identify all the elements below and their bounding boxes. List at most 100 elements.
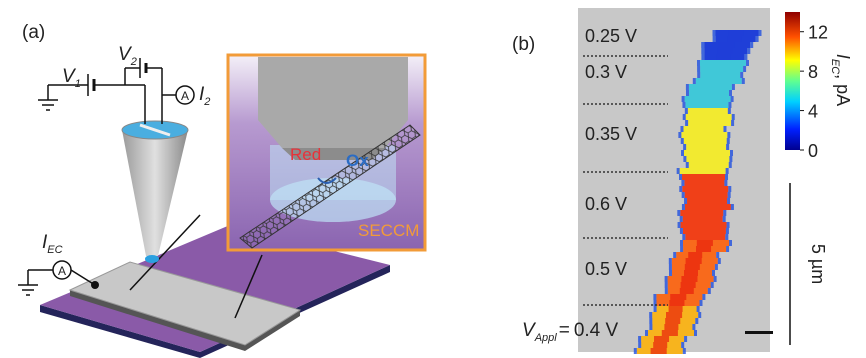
map-edge — [729, 162, 732, 168]
map-edge — [723, 126, 726, 132]
map-edge — [677, 168, 680, 174]
map-core — [665, 318, 680, 324]
map-edge — [682, 96, 685, 102]
map-edge — [645, 330, 648, 336]
map-core — [698, 96, 714, 102]
map-edge — [681, 342, 684, 348]
map-edge — [665, 288, 668, 294]
map-core — [710, 78, 726, 84]
map-edge — [634, 348, 637, 354]
map-edge — [732, 114, 735, 120]
map-edge — [727, 222, 730, 228]
map-edge — [713, 30, 716, 36]
map-edge — [728, 108, 731, 114]
map-edge — [700, 300, 703, 306]
map-edge — [669, 264, 672, 270]
colorbar-label: IEC, pA — [829, 54, 853, 106]
map-edge — [682, 102, 685, 108]
colorbar-tick-label: 0 — [808, 141, 818, 161]
contact — [91, 281, 99, 289]
map-core — [697, 234, 711, 240]
map-edge — [725, 174, 728, 180]
map-edge — [731, 204, 734, 210]
map-edge — [728, 102, 731, 108]
map-core — [695, 174, 710, 180]
map-edge — [725, 234, 728, 240]
map-edge — [727, 198, 730, 204]
map-edge — [685, 120, 688, 126]
map-core — [701, 120, 716, 126]
colorbar-tick-label: 12 — [808, 23, 828, 43]
colorbar-tick-label: 4 — [808, 102, 818, 122]
segment-label: 0.4 V — [574, 320, 619, 341]
map-edge — [712, 270, 715, 276]
map-edge — [649, 318, 652, 324]
map-core — [701, 162, 715, 168]
map-edge — [727, 132, 730, 138]
panel-label: (a) — [22, 22, 45, 43]
map-core — [654, 336, 669, 342]
map-edge — [686, 90, 689, 96]
map-edge — [701, 54, 704, 60]
map-edge — [711, 282, 714, 288]
red-label: Red — [290, 145, 321, 164]
map-edge — [732, 84, 735, 90]
map-edge — [713, 36, 716, 42]
vappl-label: VAppl=0.4 V — [522, 320, 619, 344]
segment-label: 0.25 V — [585, 26, 637, 46]
map-edge — [697, 306, 700, 312]
map-core — [716, 54, 730, 60]
map-edge — [697, 72, 700, 78]
map-edge — [723, 210, 726, 216]
segment-label: 0.35 V — [585, 124, 637, 144]
map-core — [662, 330, 678, 336]
map-core — [728, 36, 742, 42]
map-core — [669, 300, 684, 306]
scale-bar-label: 5 µm — [808, 244, 828, 284]
map-core — [702, 84, 717, 90]
map-core — [714, 60, 730, 66]
map-edge — [685, 108, 688, 114]
map-edge — [697, 66, 700, 72]
map-core — [653, 342, 667, 348]
figure: (a) A A V1 V2 I2 IEC — [0, 0, 866, 358]
map-core — [695, 132, 711, 138]
map-edge — [718, 258, 721, 264]
map-edge — [684, 198, 687, 204]
map-edge — [686, 84, 689, 90]
map-edge — [684, 336, 687, 342]
map-core — [688, 252, 702, 258]
map-edge — [726, 144, 729, 150]
map-edge — [724, 180, 727, 186]
map-edge — [665, 282, 668, 288]
map-edge — [683, 144, 686, 150]
i2-label: I2 — [199, 84, 210, 108]
map-core — [701, 90, 715, 96]
map-core — [717, 48, 732, 54]
map-edge — [693, 78, 696, 84]
map-core — [693, 168, 709, 174]
map-edge — [669, 258, 672, 264]
map-core — [670, 294, 686, 300]
map-core — [696, 246, 711, 252]
map-core — [698, 102, 713, 108]
map-edge — [649, 312, 652, 318]
iec-label: IEC — [42, 232, 63, 256]
map-edge — [678, 222, 681, 228]
map-edge — [729, 156, 732, 162]
map-edge — [726, 246, 729, 252]
segment-label: 0.3 V — [585, 62, 627, 82]
map-edge — [673, 252, 676, 258]
map-core — [699, 156, 714, 162]
map-edge — [746, 60, 749, 66]
map-core — [681, 276, 697, 282]
map-core — [696, 186, 712, 192]
panel-a: (a) A A V1 V2 I2 IEC — [18, 22, 425, 358]
map-core — [685, 264, 700, 270]
map-edge — [679, 174, 682, 180]
map-core — [680, 288, 694, 294]
v1-label: V1 — [62, 66, 81, 90]
map-core — [696, 180, 710, 186]
map-edge — [695, 318, 698, 324]
map-edge — [683, 348, 686, 354]
